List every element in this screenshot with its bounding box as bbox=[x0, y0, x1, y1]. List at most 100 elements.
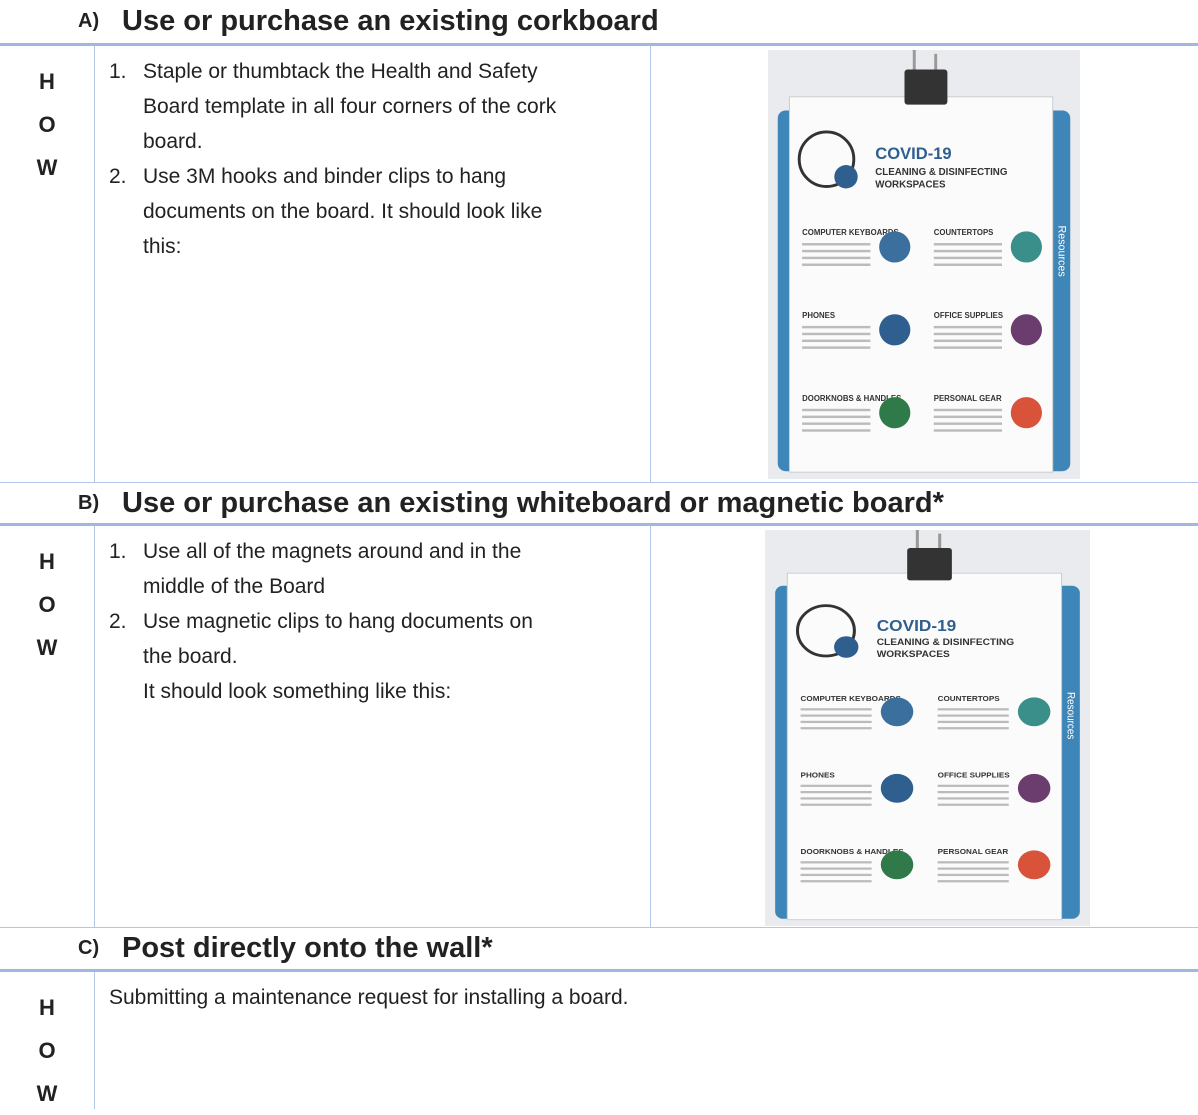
poster-topic: COUNTERTOPS bbox=[934, 228, 994, 237]
poster-icon bbox=[879, 314, 911, 346]
section-header: A) Use or purchase an existing corkboard bbox=[0, 0, 1198, 46]
step-text: Use magnetic clips to hang documents on … bbox=[143, 604, 563, 709]
steps: 1. Staple or thumbtack the Health and Saf… bbox=[95, 46, 651, 483]
step-text: Use all of the magnets around and in the… bbox=[143, 540, 522, 598]
poster-icon bbox=[879, 397, 911, 429]
clip bbox=[904, 69, 948, 105]
poster-text-line bbox=[933, 332, 1002, 336]
germ-icon bbox=[834, 636, 859, 658]
how-letter: O bbox=[38, 112, 56, 137]
poster-tab: Resources bbox=[1064, 692, 1077, 739]
poster-topic: OFFICE SUPPLIES bbox=[934, 311, 1003, 320]
step: 1. Staple or thumbtack the Health and Saf… bbox=[109, 54, 650, 159]
poster-subtitle: WORKSPACES bbox=[877, 649, 951, 659]
how-letter: W bbox=[36, 155, 58, 180]
how-column: H O W bbox=[0, 46, 95, 483]
section-label: A) bbox=[78, 10, 100, 32]
poster-text-line bbox=[802, 256, 871, 260]
hook bbox=[915, 530, 942, 548]
poster-text-line bbox=[800, 880, 872, 883]
section-label: B) bbox=[78, 491, 100, 514]
step-number: 2. bbox=[109, 610, 127, 633]
poster-text-line bbox=[802, 249, 871, 253]
step-number: 2. bbox=[109, 165, 127, 188]
poster-icon bbox=[1010, 314, 1042, 346]
step-number: 1. bbox=[109, 60, 127, 83]
poster-text-line bbox=[933, 325, 1002, 329]
how-letter: W bbox=[36, 635, 58, 660]
poster-text-line bbox=[933, 263, 1002, 266]
poster-icon bbox=[1017, 697, 1051, 727]
poster-text-line bbox=[933, 346, 1002, 349]
poster-text-line bbox=[802, 325, 871, 329]
photo: COVID-19 CLEANING & DISINFECTINGWORKSPACE… bbox=[765, 530, 1090, 926]
poster-text-line bbox=[937, 791, 1009, 794]
poster-title: COVID-19 bbox=[877, 618, 957, 635]
how-column: H O W bbox=[0, 972, 95, 1109]
step: 2. Use magnetic clips to hang documents o… bbox=[109, 604, 650, 709]
hand-icon bbox=[797, 130, 856, 188]
section-title: Use or purchase an existing whiteboard o… bbox=[122, 486, 944, 519]
how-column: H O W bbox=[0, 526, 95, 928]
poster-topic: COMPUTER KEYBOARDS bbox=[801, 694, 901, 702]
section-label: C) bbox=[78, 937, 100, 959]
poster-text-line bbox=[802, 415, 871, 419]
poster-topic: PHONES bbox=[802, 311, 835, 320]
poster-text-line bbox=[937, 867, 1009, 870]
poster-text-line bbox=[802, 408, 871, 412]
poster-text-line bbox=[937, 784, 1009, 787]
hand-icon bbox=[795, 604, 856, 658]
poster-text-line bbox=[937, 873, 1009, 877]
germ-icon bbox=[834, 165, 858, 189]
poster-text-line bbox=[800, 797, 872, 800]
section-header: B) Use or purchase an existing whiteboar… bbox=[0, 483, 1198, 526]
poster-text-line bbox=[933, 429, 1002, 432]
poster-text-line bbox=[933, 422, 1002, 425]
poster-text-line bbox=[800, 867, 872, 870]
poster-subtitle: CLEANING & DISINFECTING bbox=[877, 638, 1014, 648]
step-text: Staple or thumbtack the Health and Safet… bbox=[143, 60, 557, 153]
how-letter: O bbox=[38, 1038, 56, 1063]
image-cell: COVID-19 CLEANING & DISINFECTING WORKSPACE… bbox=[651, 526, 1198, 928]
poster-text-line bbox=[937, 861, 1009, 864]
poster-icon bbox=[1017, 773, 1051, 803]
poster-text-line bbox=[802, 263, 871, 266]
poster-topic: COMPUTER KEYBOARDS bbox=[802, 228, 899, 237]
poster-text-line bbox=[802, 243, 871, 246]
poster-icon bbox=[880, 773, 914, 803]
poster-text-line bbox=[800, 708, 872, 711]
poster-icon bbox=[1010, 397, 1042, 429]
how-letter: H bbox=[39, 69, 55, 94]
step-note: It should look something like this: bbox=[143, 680, 452, 703]
poster-text-line bbox=[800, 873, 872, 877]
poster-text-line bbox=[933, 408, 1002, 412]
poster-text-line bbox=[800, 714, 872, 717]
steps: 1. Use all of the magnets around and in t… bbox=[95, 526, 651, 928]
body-text: Submitting a maintenance request for ins… bbox=[109, 986, 629, 1009]
how-letter: W bbox=[36, 1081, 58, 1106]
poster-text-line bbox=[937, 803, 1009, 806]
poster-text-line bbox=[800, 720, 872, 724]
poster-icon bbox=[880, 697, 914, 727]
poster-tab: Resources bbox=[1056, 226, 1068, 277]
poster-icon bbox=[1017, 850, 1051, 880]
step-text-line: Use magnetic clips to hang documents on … bbox=[143, 610, 533, 668]
how-letter: H bbox=[39, 549, 55, 574]
poster-text-line bbox=[937, 797, 1009, 800]
poster-topic: OFFICE SUPPLIES bbox=[938, 771, 1010, 779]
poster-text-line bbox=[800, 803, 872, 806]
poster-topic: PHONES bbox=[801, 771, 835, 779]
poster-text-line bbox=[933, 415, 1002, 419]
poster-topic: PERSONAL GEAR bbox=[938, 847, 1009, 855]
poster-text-line bbox=[802, 332, 871, 336]
poster-text-line bbox=[802, 429, 871, 432]
poster-topic: DOORKNOBS & HANDLES bbox=[801, 847, 904, 855]
poster-text-line bbox=[800, 791, 872, 794]
poster-text-line bbox=[933, 256, 1002, 260]
image-cell: COVID-19 CLEANING & DISINFECTING WORKSPACE… bbox=[651, 46, 1198, 483]
section-title: Post directly onto the wall* bbox=[122, 932, 493, 964]
poster-text-line bbox=[937, 727, 1009, 730]
poster-subtitle: WORKSPACES bbox=[875, 179, 946, 190]
photo: COVID-19 CLEANING & DISINFECTINGWORKSPACE… bbox=[768, 50, 1080, 479]
